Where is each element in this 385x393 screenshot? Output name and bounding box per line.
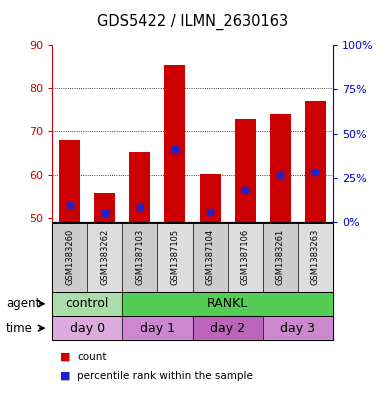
Text: ■: ■	[60, 371, 70, 381]
Text: GDS5422 / ILMN_2630163: GDS5422 / ILMN_2630163	[97, 13, 288, 30]
Text: agent: agent	[6, 297, 40, 310]
Text: control: control	[65, 297, 109, 310]
Text: percentile rank within the sample: percentile rank within the sample	[77, 371, 253, 381]
Bar	[129, 152, 150, 222]
Text: time: time	[6, 321, 33, 335]
Text: GSM1383261: GSM1383261	[276, 229, 285, 285]
Text: day 3: day 3	[280, 321, 315, 335]
Text: GSM1387105: GSM1387105	[171, 229, 179, 285]
Text: count: count	[77, 352, 107, 362]
Bar	[270, 114, 291, 222]
Bar	[305, 101, 326, 222]
Text: day 1: day 1	[140, 321, 175, 335]
Text: GSM1387104: GSM1387104	[206, 229, 214, 285]
Text: RANKL: RANKL	[207, 297, 248, 310]
Text: day 0: day 0	[70, 321, 105, 335]
Text: GSM1387106: GSM1387106	[241, 229, 250, 285]
Bar	[199, 174, 221, 222]
Text: GSM1387103: GSM1387103	[135, 229, 144, 285]
Text: GSM1383263: GSM1383263	[311, 229, 320, 285]
Bar	[94, 193, 115, 222]
Bar	[59, 140, 80, 222]
Text: GSM1383262: GSM1383262	[100, 229, 109, 285]
Text: day 2: day 2	[210, 321, 245, 335]
Text: GSM1383260: GSM1383260	[65, 229, 74, 285]
Text: ■: ■	[60, 352, 70, 362]
Bar	[235, 119, 256, 222]
Bar	[164, 66, 186, 222]
